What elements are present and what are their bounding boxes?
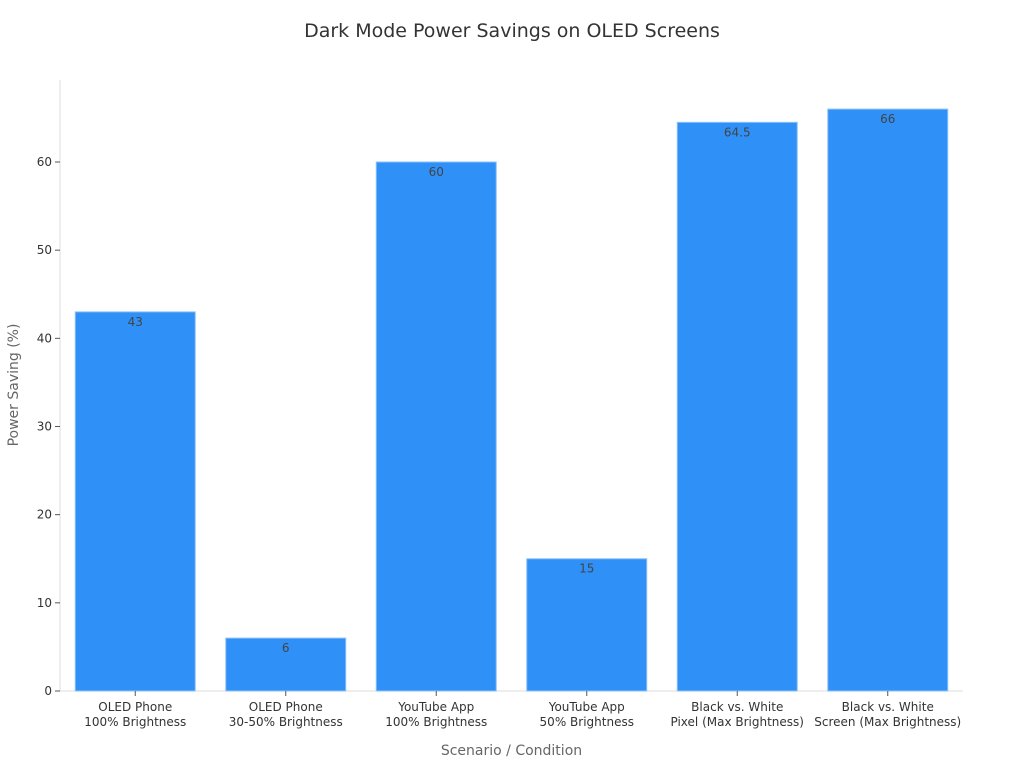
chart-title: Dark Mode Power Savings on OLED Screens bbox=[304, 20, 720, 42]
x-tick-label: YouTube App 50% Brightness bbox=[540, 700, 634, 729]
bar bbox=[676, 121, 798, 692]
x-tick-label: Black vs. White Screen (Max Brightness) bbox=[814, 700, 961, 729]
bar bbox=[74, 311, 196, 692]
x-tick-label: Black vs. White Pixel (Max Brightness) bbox=[671, 700, 804, 729]
bar bbox=[827, 108, 949, 692]
x-tick-label: OLED Phone 100% Brightness bbox=[84, 700, 186, 729]
y-tick-label: 40 bbox=[37, 331, 52, 345]
y-tick-label: 20 bbox=[37, 508, 52, 522]
bar bbox=[375, 161, 497, 692]
x-tick-label: YouTube App 100% Brightness bbox=[385, 700, 487, 729]
x-tick-label: OLED Phone 30-50% Brightness bbox=[229, 700, 343, 729]
data-label: 66 bbox=[880, 112, 895, 126]
data-label: 64.5 bbox=[724, 125, 751, 139]
y-tick-label: 30 bbox=[37, 419, 52, 433]
y-tick-label: 60 bbox=[37, 155, 52, 169]
data-label: 6 bbox=[282, 641, 290, 655]
y-tick-label: 10 bbox=[37, 596, 52, 610]
data-label: 43 bbox=[128, 315, 143, 329]
x-axis-label: Scenario / Condition bbox=[441, 743, 582, 759]
bar bbox=[526, 558, 648, 692]
y-axis-label: Power Saving (%) bbox=[6, 324, 22, 447]
data-label: 15 bbox=[579, 562, 594, 576]
y-tick-label: 50 bbox=[37, 243, 52, 257]
bar bbox=[225, 637, 347, 692]
y-tick-label: 0 bbox=[44, 684, 52, 698]
data-label: 60 bbox=[429, 165, 444, 179]
